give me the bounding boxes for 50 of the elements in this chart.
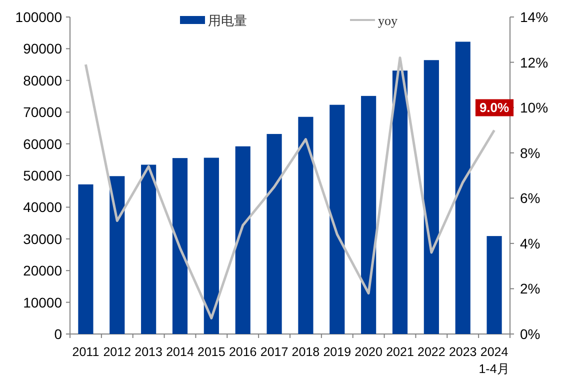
- x-tick-label: 2011: [72, 345, 100, 359]
- x-tick-label: 2013: [134, 345, 163, 359]
- y-tick-label: 0: [54, 326, 62, 342]
- legend-label: yoy: [378, 13, 398, 28]
- y2-tick-label: 6%: [520, 190, 540, 206]
- y2-tick-label: 4%: [520, 235, 540, 252]
- x-tick-label: 2018: [292, 345, 320, 359]
- x-tick-label: 2020: [354, 345, 383, 359]
- bar: [424, 60, 439, 334]
- y-tick-label: 30000: [23, 230, 62, 247]
- y2-tick-label: 2%: [520, 280, 540, 297]
- bar: [266, 134, 282, 334]
- x-tick-label: 2019: [323, 345, 352, 359]
- x-tick-label: 2014: [166, 345, 194, 359]
- bar: [235, 146, 250, 334]
- bar: [392, 70, 408, 334]
- x-tick-label: 2022: [418, 345, 446, 359]
- y2-tick-label: 14%: [520, 9, 548, 25]
- x-tick-label: 2016: [228, 345, 257, 359]
- bar: [78, 184, 94, 334]
- y-tick-label: 80000: [23, 72, 62, 88]
- y-tick-label: 50000: [23, 168, 62, 184]
- bar: [172, 158, 188, 334]
- y-tick-label: 90000: [23, 40, 62, 57]
- y2-tick-label: 10%: [520, 100, 548, 116]
- bar: [298, 116, 314, 334]
- bar: [110, 176, 125, 334]
- bar: [455, 42, 470, 334]
- y-tick-label: 10000: [23, 294, 62, 310]
- x-tick-label: 2015: [198, 345, 226, 359]
- legend-label: 用电量: [208, 13, 247, 28]
- y-tick-label: 20000: [23, 262, 62, 279]
- y-tick-label: 60000: [23, 136, 62, 152]
- y-tick-label: 40000: [23, 199, 62, 216]
- bar: [204, 158, 219, 334]
- y-tick-label: 70000: [23, 104, 62, 120]
- x-tick-label: 2012: [103, 345, 132, 359]
- bar: [141, 164, 156, 334]
- x-tick-label: 2021: [386, 345, 414, 359]
- y-tick-label: 100000: [15, 9, 62, 25]
- x-tick-label: 2024 1-4月: [478, 345, 510, 376]
- y2-tick-label: 8%: [520, 144, 540, 161]
- bar: [361, 96, 376, 334]
- x-tick-label: 2023: [448, 345, 477, 359]
- bar: [486, 236, 502, 334]
- y2-tick-label: 0%: [520, 326, 540, 342]
- y2-tick-label: 12%: [520, 54, 548, 70]
- data-label: 9.0%: [479, 100, 510, 116]
- x-tick-label: 2017: [260, 345, 288, 359]
- bar: [330, 104, 345, 334]
